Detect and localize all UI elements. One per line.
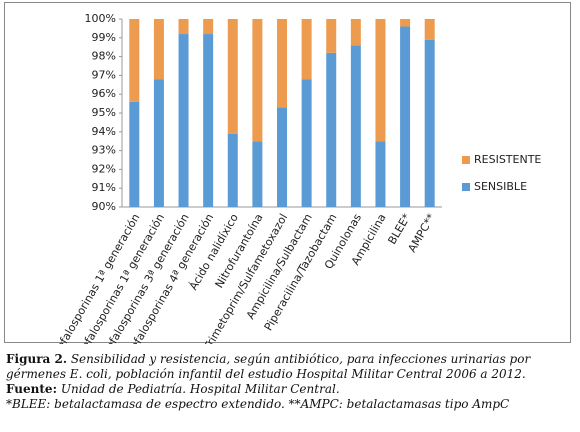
caption: Figura 2. Sensibilidad y resistencia, se…	[6, 352, 566, 412]
bar-segment	[277, 19, 287, 108]
chart-frame	[4, 2, 571, 343]
bar-segment	[227, 19, 238, 134]
bar-segment	[400, 19, 411, 27]
figure-caption: Figura 2. Sensibilidad y resistencia, se…	[6, 352, 566, 382]
y-tick-label: 91%	[92, 181, 116, 194]
bar-segment	[227, 133, 238, 207]
bar-segment	[326, 52, 337, 208]
note: *BLEE: betalactamasa de espectro extendi…	[6, 397, 566, 412]
bar-segment	[129, 101, 140, 207]
legend-label: SENSIBLE	[474, 180, 527, 193]
y-tick-label: 98%	[92, 50, 116, 63]
legend-swatch	[462, 183, 470, 191]
y-tick-label: 93%	[92, 144, 116, 157]
bar-segment	[178, 19, 189, 35]
source-text: Unidad de Pediatría. Hospital Militar Ce…	[60, 382, 340, 396]
figure-label: Figura 2.	[6, 352, 67, 366]
legend-label: RESISTENTE	[474, 153, 541, 166]
bar-segment	[375, 141, 386, 207]
bar-segment	[153, 79, 164, 207]
bar-segment	[301, 19, 312, 80]
y-tick-label: 95%	[92, 106, 116, 119]
bar-segment	[424, 39, 435, 208]
legend-swatch	[462, 156, 470, 164]
y-tick-label: 90%	[92, 200, 116, 213]
y-tick-label: 97%	[92, 68, 116, 81]
bar-segment	[129, 19, 140, 102]
bar-segment	[350, 19, 361, 46]
bar-segment	[400, 26, 411, 207]
bar-segment	[301, 79, 312, 207]
y-tick-label: 100%	[85, 12, 116, 25]
bar-segment	[350, 45, 361, 207]
source-label: Fuente:	[6, 382, 57, 396]
bar-segment	[178, 34, 189, 207]
bar-segment	[375, 19, 386, 142]
source: Fuente: Unidad de Pediatría. Hospital Mi…	[6, 382, 566, 397]
bar-segment	[203, 19, 214, 35]
y-tick-label: 99%	[92, 31, 116, 44]
y-tick-label: 96%	[92, 87, 116, 100]
bar-segment	[424, 19, 435, 40]
figure-text: Sensibilidad y resistencia, según antibi…	[6, 352, 531, 381]
bar-segment	[203, 34, 214, 207]
y-tick-label: 94%	[92, 125, 116, 138]
note-text: *BLEE: betalactamasa de espectro extendi…	[6, 397, 510, 411]
bar-segment	[252, 141, 263, 207]
bar-segment	[326, 19, 337, 53]
y-tick-label: 92%	[92, 162, 116, 175]
bar-segment	[277, 107, 287, 207]
bar-segment	[252, 19, 263, 142]
bar-segment	[153, 19, 164, 80]
chart: 90%91%92%93%94%95%96%97%98%99%100%Cefalo…	[4, 2, 571, 344]
